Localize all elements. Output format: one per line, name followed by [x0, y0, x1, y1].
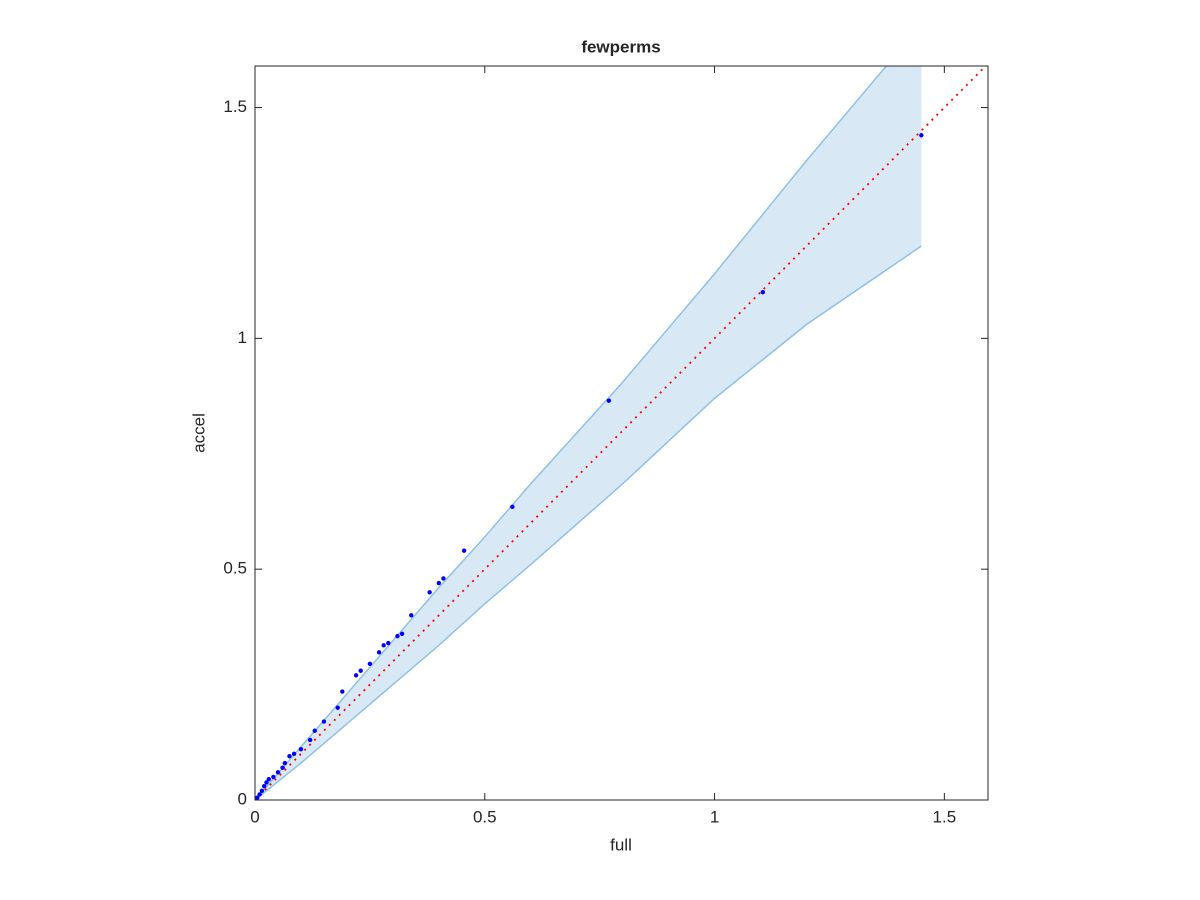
data-point	[381, 643, 386, 648]
axes-box	[254, 65, 989, 801]
data-point	[287, 753, 292, 759]
y-tick-label: 1	[238, 328, 247, 347]
y-tick-label: 1.5	[223, 97, 247, 116]
data-point	[427, 590, 432, 595]
x-tick-label: 0	[250, 807, 259, 826]
data-point	[291, 751, 297, 757]
band-upper-edge	[255, 66, 888, 800]
data-point	[321, 719, 327, 724]
data-point	[282, 760, 288, 766]
data-point	[257, 792, 262, 797]
plot-area	[255, 66, 987, 800]
data-point	[919, 133, 924, 138]
data-point	[760, 290, 766, 295]
x-tick-label: 1.5	[933, 807, 957, 826]
data-point	[399, 631, 405, 637]
data-point	[436, 580, 442, 586]
chart-title: fewperms	[581, 37, 660, 56]
data-point	[367, 661, 373, 667]
data-point	[335, 705, 340, 710]
data-point	[409, 613, 414, 618]
band-lower-edge	[255, 245, 922, 800]
data-point	[255, 795, 260, 800]
y-axis-label: accel	[189, 413, 208, 453]
x-tick-label: 0.5	[473, 807, 497, 826]
data-point	[441, 576, 446, 581]
data-point	[280, 765, 285, 770]
data-point	[395, 633, 400, 639]
data-point	[271, 774, 276, 780]
x-tick-label: 1	[710, 807, 719, 826]
data-point	[353, 673, 359, 678]
data-point	[275, 770, 281, 775]
data-point	[266, 777, 271, 782]
data-point	[340, 689, 345, 694]
data-point	[312, 728, 317, 733]
data-point	[376, 650, 382, 655]
data-point	[259, 788, 265, 793]
data-point	[461, 548, 467, 553]
y-tick-label: 0	[238, 789, 247, 808]
data-point	[261, 783, 267, 789]
reference-line	[255, 66, 987, 800]
data-point	[386, 640, 391, 646]
data-point	[606, 398, 612, 403]
data-point	[298, 747, 304, 752]
data-point	[358, 668, 363, 673]
data-point	[510, 504, 515, 510]
data-point	[307, 737, 313, 743]
confidence-band	[255, 66, 922, 800]
axes: 0 0.5 1 1.5 0 0.5 1 1.5	[223, 66, 988, 826]
y-tick-label: 0.5	[223, 559, 247, 578]
data-point	[264, 780, 269, 785]
x-axis-label: full	[610, 835, 632, 854]
